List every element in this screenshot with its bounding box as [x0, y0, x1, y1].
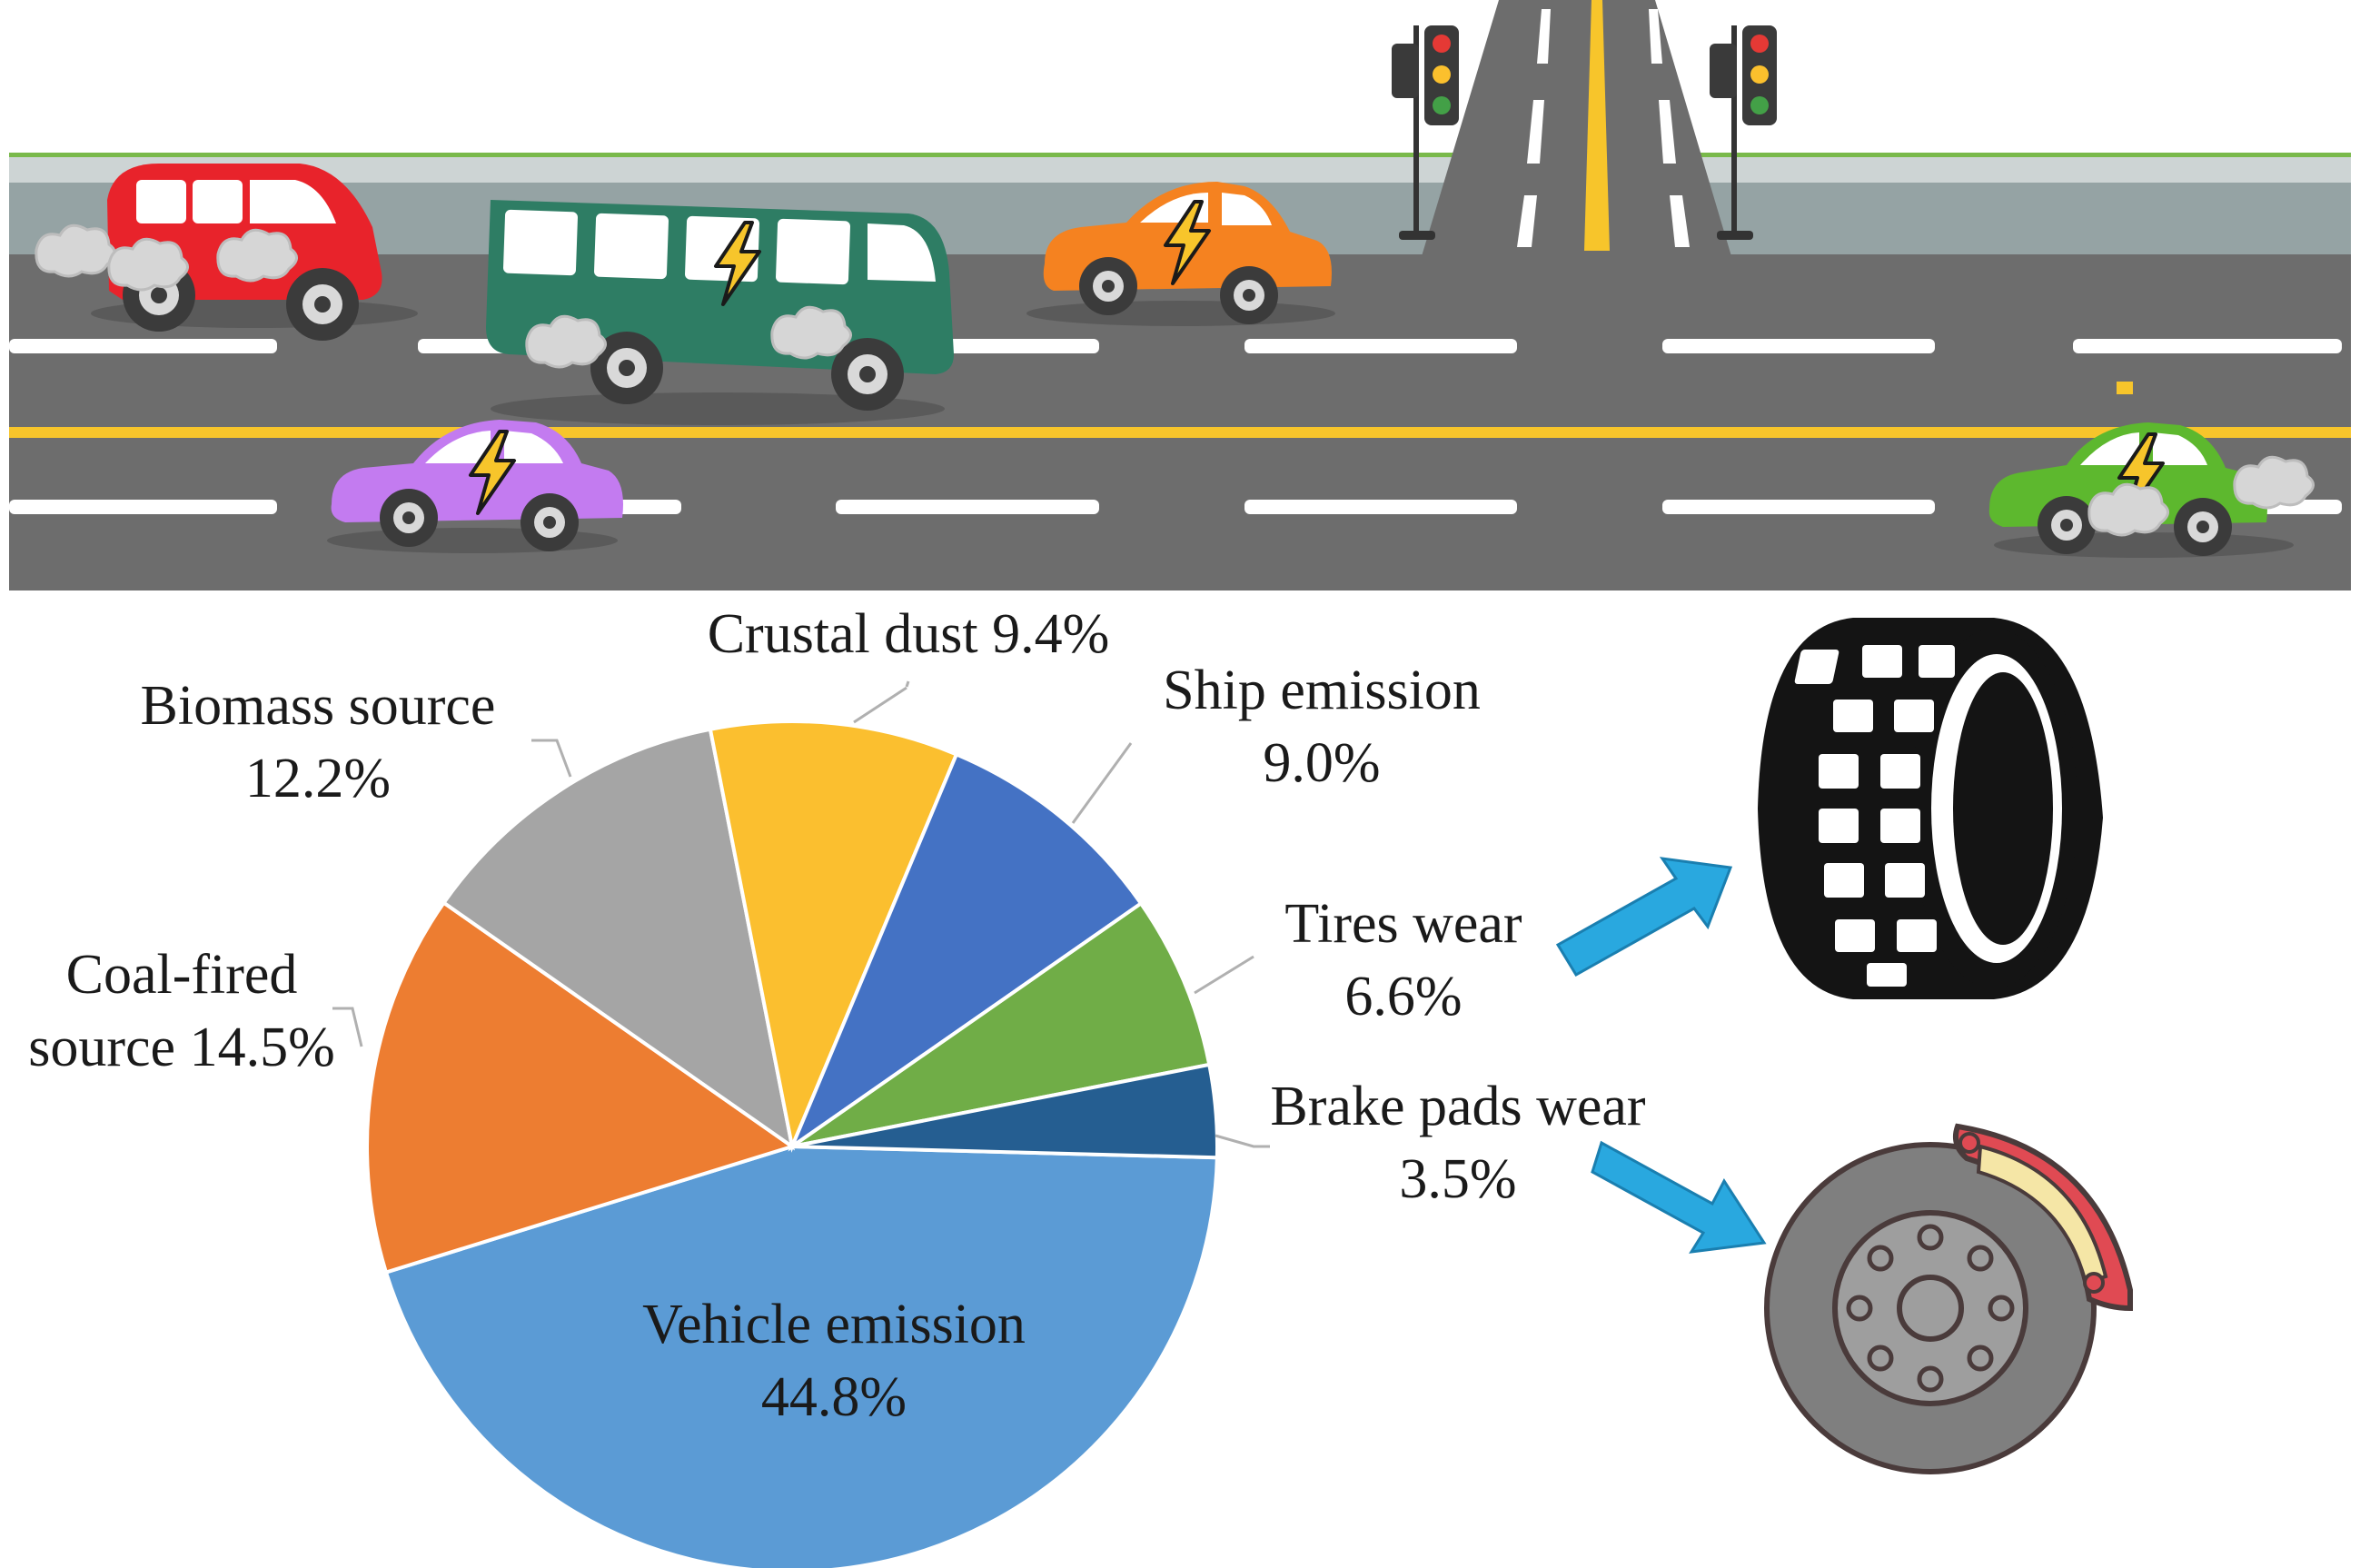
- label-ship-pct: 9.0%: [1263, 732, 1380, 794]
- label-brake-pct: 3.5%: [1399, 1148, 1516, 1210]
- label-coal-pct: source 14.5%: [28, 1017, 334, 1078]
- label-tires-pct: 6.6%: [1344, 966, 1462, 1027]
- label-crustal: Crustal dust 9.4%: [708, 603, 1110, 665]
- leader-line-brake: [1215, 1134, 1270, 1148]
- road-sky: [9, 0, 2351, 154]
- pie-slice-ship-emission: [788, 751, 1144, 1152]
- arrow-to-brake-icon: [1591, 1140, 1767, 1254]
- red-minivan-icon: [35, 164, 418, 341]
- pie-slice-biomass-source: [441, 727, 795, 1151]
- pie-slice-crustal-dust: [708, 719, 959, 1153]
- pie-slice-tires-wear: [790, 900, 1212, 1148]
- pie-chart: [365, 719, 1219, 1568]
- label-biomass-name: Biomass source: [141, 675, 496, 737]
- orange-car-icon: [1026, 182, 1335, 326]
- leader-line-ship: [1071, 742, 1133, 824]
- leader-line-crustal-2: [853, 686, 907, 724]
- label-ship-name: Ship emission: [1163, 660, 1481, 721]
- leader-line-coal: [332, 1007, 363, 1047]
- label-vehicle-pct: 44.8%: [761, 1366, 907, 1428]
- green-taxi-icon: [1988, 382, 2315, 558]
- road-illustration: [9, 0, 2351, 590]
- pie-slice-brake-pads-wear: [791, 1062, 1219, 1160]
- leader-line-biomass: [531, 739, 572, 778]
- green-bus-icon: [486, 200, 954, 425]
- center-double-line: [9, 427, 2351, 438]
- pie-slice-coal-fired-source: [365, 899, 797, 1275]
- leader-line-tires: [1194, 955, 1254, 995]
- label-vehicle-name: Vehicle emission: [642, 1294, 1026, 1355]
- label-biomass-pct: 12.2%: [245, 748, 391, 809]
- brake-disc-icon: [1764, 1123, 2133, 1474]
- tire-icon: [1671, 618, 2103, 999]
- label-brake-name: Brake pads wear: [1270, 1076, 1645, 1137]
- sidewalk-curb: [9, 157, 2351, 183]
- side-road-center-line: [1584, 0, 1610, 251]
- label-tires-name: Tires wear: [1284, 893, 1522, 955]
- purple-car-icon: [327, 420, 623, 553]
- arrow-to-tire-icon: [1555, 857, 1733, 978]
- side-road: [1422, 0, 1731, 256]
- side-road-dashes: [1517, 9, 1690, 247]
- label-coal-name: Coal-fired: [66, 944, 298, 1006]
- grass-line: [9, 153, 2351, 157]
- leader-line-crustal: [905, 680, 910, 688]
- slice-labels: Vehicle emission 44.8% Coal-fired source…: [28, 603, 1646, 1428]
- leader-lines: [332, 680, 1270, 1148]
